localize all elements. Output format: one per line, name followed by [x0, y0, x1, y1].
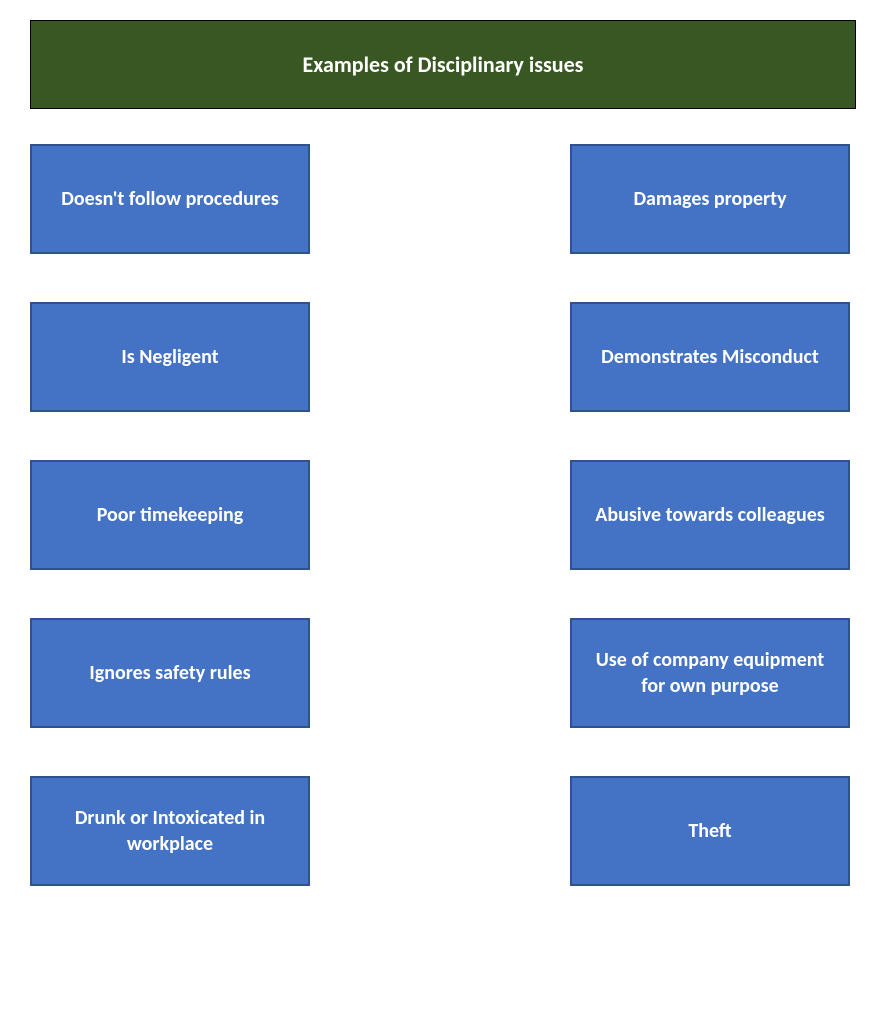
issue-box: Ignores safety rules — [30, 618, 310, 728]
issue-label: Is Negligent — [121, 344, 218, 370]
title-text: Examples of Disciplinary issues — [303, 51, 584, 78]
items-grid: Doesn't follow procedures Damages proper… — [30, 144, 856, 886]
issue-box: Theft — [570, 776, 850, 886]
issue-label: Poor timekeeping — [97, 502, 244, 528]
issue-label: Demonstrates Misconduct — [601, 344, 819, 370]
issue-label: Damages property — [633, 186, 786, 212]
issue-label: Theft — [688, 818, 731, 844]
issue-label: Use of company equipment for own purpose — [592, 647, 828, 699]
title-header: Examples of Disciplinary issues — [30, 20, 856, 109]
issue-box: Is Negligent — [30, 302, 310, 412]
issue-label: Doesn't follow procedures — [61, 186, 279, 212]
issue-box: Use of company equipment for own purpose — [570, 618, 850, 728]
issue-label: Ignores safety rules — [89, 660, 250, 686]
issue-box: Poor timekeeping — [30, 460, 310, 570]
issue-box: Abusive towards colleagues — [570, 460, 850, 570]
issue-box: Doesn't follow procedures — [30, 144, 310, 254]
issue-box: Drunk or Intoxicated in workplace — [30, 776, 310, 886]
issue-box: Damages property — [570, 144, 850, 254]
issue-box: Demonstrates Misconduct — [570, 302, 850, 412]
issue-label: Drunk or Intoxicated in workplace — [52, 805, 288, 857]
issue-label: Abusive towards colleagues — [595, 502, 825, 528]
